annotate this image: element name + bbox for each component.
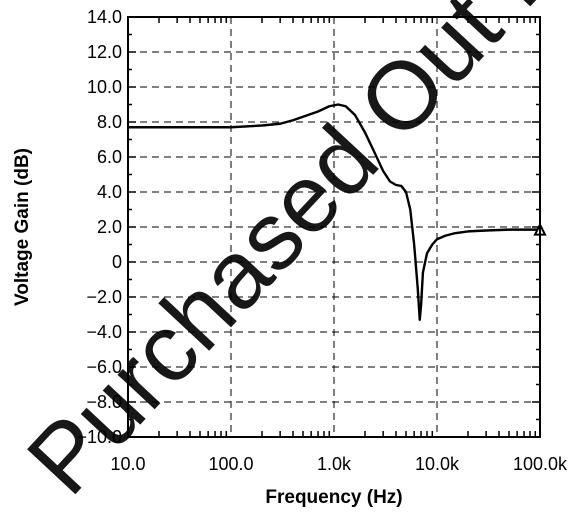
x-tick-label: 10.0k xyxy=(415,454,460,474)
x-tick-label: 100.0k xyxy=(513,454,568,474)
x-axis-title: Frequency (Hz) xyxy=(265,487,402,508)
y-tick-label: 12.0 xyxy=(87,42,122,62)
y-tick-label: 10.0 xyxy=(87,77,122,97)
x-tick-label: 1.0k xyxy=(317,454,352,474)
x-tick-label: 100.0 xyxy=(208,454,253,474)
y-tick-label: 14.0 xyxy=(87,7,122,27)
y-tick-label: 6.0 xyxy=(97,147,122,167)
y-tick-label: 2.0 xyxy=(97,217,122,237)
y-tick-label: −2.0 xyxy=(86,287,122,307)
y-tick-label: 0 xyxy=(112,252,122,272)
y-tick-label: 8.0 xyxy=(97,112,122,132)
y-axis-title: Voltage Gain (dB) xyxy=(12,148,33,306)
y-tick-label: 4.0 xyxy=(97,182,122,202)
